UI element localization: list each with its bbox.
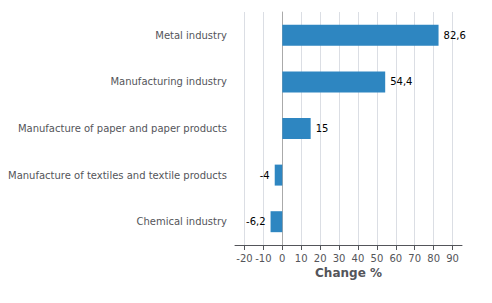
svg-text:-10: -10 [255, 253, 271, 264]
svg-text:Manufacture of textiles and te: Manufacture of textiles and textile prod… [8, 170, 227, 181]
svg-text:0: 0 [279, 253, 285, 264]
svg-text:60: 60 [389, 253, 402, 264]
svg-text:40: 40 [352, 253, 365, 264]
svg-text:10: 10 [295, 253, 308, 264]
svg-text:90: 90 [446, 253, 459, 264]
svg-text:50: 50 [371, 253, 384, 264]
svg-text:Change %: Change % [315, 266, 382, 280]
svg-text:-4: -4 [260, 170, 270, 181]
svg-text:-6,2: -6,2 [246, 216, 266, 227]
svg-text:Manufacture of paper and paper: Manufacture of paper and paper products [18, 123, 227, 134]
svg-text:15: 15 [316, 123, 329, 134]
svg-text:54,4: 54,4 [390, 76, 412, 87]
svg-text:82,6: 82,6 [444, 30, 466, 41]
svg-text:Metal industry: Metal industry [155, 30, 227, 41]
svg-text:Chemical industry: Chemical industry [136, 216, 227, 227]
svg-text:20: 20 [314, 253, 327, 264]
svg-text:Manufacturing industry: Manufacturing industry [110, 76, 227, 87]
svg-text:70: 70 [408, 253, 421, 264]
svg-text:30: 30 [333, 253, 346, 264]
svg-text:-20: -20 [236, 253, 252, 264]
svg-text:80: 80 [427, 253, 440, 264]
